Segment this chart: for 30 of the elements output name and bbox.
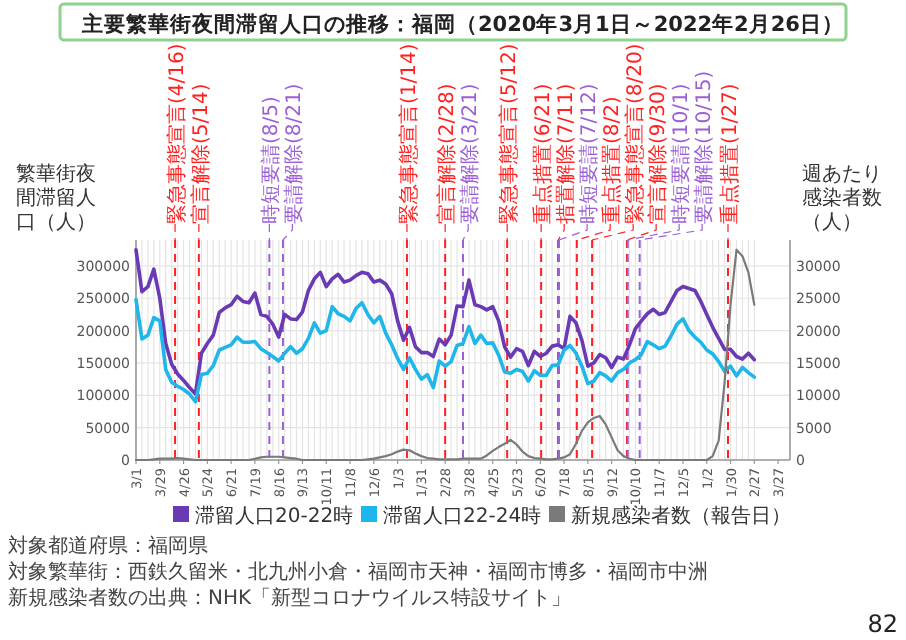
line-series xyxy=(134,248,756,462)
ref-line-label: 要請解除(3/21) xyxy=(458,83,483,224)
text: 対象都道府県：福岡県 xyxy=(8,534,208,558)
legend-label: 新規感染者数（報告日） xyxy=(571,504,791,528)
ref-line-label: 緊急事態宣言(8/20) xyxy=(623,43,648,224)
ref-line-label: 要請解除(8/21) xyxy=(282,83,307,224)
ref-line-label: 宣言解除(9/30) xyxy=(646,83,671,224)
legend-label: 滞留人口20-22時 xyxy=(195,504,354,528)
ref-line-label: 緊急事態宣言(1/14) xyxy=(396,43,421,224)
text: 対象繁華街：西鉄久留米・北九州小倉・福岡市天神・福岡市博多・福岡市中洲 xyxy=(8,560,708,584)
y2-axis-title: 週あたり感染者数（人） xyxy=(802,164,882,234)
ref-line-label: 緊急事態宣言(5/12) xyxy=(497,43,522,224)
ref-line-label: 時短要請(7/12) xyxy=(577,83,602,224)
text: 新規感染者数の出典：NHK「新型コロナウイルス特設サイト」 xyxy=(8,586,572,610)
y-axis-title: 繁華街夜間滞留人口（人） xyxy=(16,162,96,234)
ref-line-label: 緊急事態宣言(4/16) xyxy=(165,43,190,224)
ref-line-label: 重点措置(6/21) xyxy=(531,83,556,224)
ref-line-label: 時短要請(10/1) xyxy=(669,83,694,224)
legend-label: 滞留人口22-24時 xyxy=(383,504,542,528)
chart-title: 主要繁華街夜間滞留人口の推移：福岡（2020年3月1日～2022年2月26日） xyxy=(80,11,844,37)
ref-line-label: 重点措置(8/2) xyxy=(600,96,625,224)
ref-line-label: 宣言解除(2/28) xyxy=(435,83,460,224)
ref-line-label: 時短要請(8/5) xyxy=(259,96,284,224)
text: 82 xyxy=(867,610,898,638)
line-series xyxy=(134,297,757,404)
line-series xyxy=(134,247,757,396)
ref-line-label: 措置解除(7/11) xyxy=(554,83,579,224)
ref-line-label: 要請解除(10/15) xyxy=(692,70,717,224)
ref-line-label: 重点措置(1/27) xyxy=(718,83,742,224)
ref-line-label: 宣言解除(5/14) xyxy=(188,83,213,224)
